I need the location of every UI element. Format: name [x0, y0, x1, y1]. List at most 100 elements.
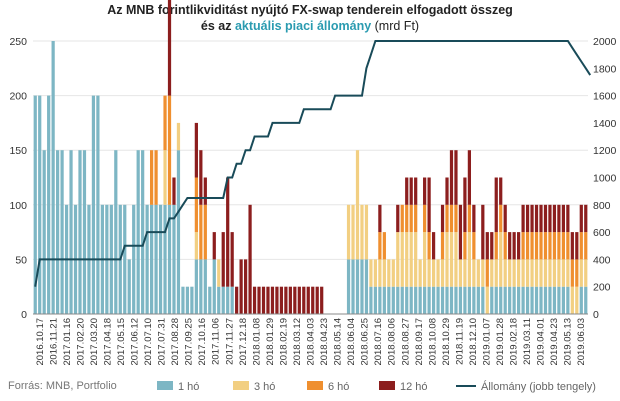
bar-segment	[33, 95, 37, 314]
x-tick-label: 2017.08.28	[170, 318, 181, 366]
bar-segment	[579, 286, 583, 314]
bar-segment	[575, 286, 579, 314]
bar-segment	[181, 286, 185, 314]
bar-segment	[440, 232, 445, 260]
bar-segment	[445, 286, 449, 314]
x-tick-label: 2018.02.19	[278, 318, 289, 366]
chart-title-line1: Az MNB forintlikviditást nyújtó FX-swap …	[107, 3, 513, 17]
x-tick-label: 2018.06.04	[346, 318, 357, 366]
bar-segment	[584, 232, 588, 260]
bar-segment	[481, 286, 485, 314]
bar-segment	[449, 286, 454, 314]
bar-segment	[552, 259, 557, 287]
bar-segment	[463, 232, 467, 260]
bar-segment	[499, 286, 503, 314]
bar-segment	[378, 232, 382, 260]
bar-segment	[494, 232, 498, 260]
bar-segment	[584, 204, 588, 233]
bar-segment	[472, 232, 476, 260]
bar-segment	[172, 204, 176, 314]
bar-segment	[566, 259, 570, 287]
bar-segment	[579, 232, 583, 260]
bar-segment	[467, 204, 472, 233]
bar-segment	[369, 259, 373, 287]
bar-segment	[499, 177, 503, 205]
bar-segment	[400, 232, 404, 287]
legend-swatch	[157, 381, 173, 390]
bar-segment	[579, 204, 583, 233]
bar-segment	[467, 150, 472, 205]
bar-segment	[306, 286, 310, 314]
bar-segment	[360, 204, 364, 260]
bar-segment	[463, 286, 467, 314]
y-right-tick-label: 2000	[593, 36, 617, 48]
bar-segment	[440, 286, 445, 314]
x-tick-label: 2016.11.21	[48, 318, 59, 365]
x-tick-label: 2018.01.08	[251, 318, 262, 366]
bar-segment	[400, 286, 404, 314]
bar-segment	[418, 259, 422, 287]
bar-segment	[203, 259, 207, 314]
legend-label: 6 hó	[328, 381, 349, 393]
bar-segment	[525, 204, 530, 233]
bar-segment	[261, 286, 266, 314]
y-axis-left-ticks: 0 50 100 150 200 250	[9, 36, 27, 321]
bar-segment	[190, 286, 194, 314]
x-tick-label: 2018.05.14	[333, 318, 344, 366]
bar-segment	[38, 95, 42, 314]
bar-segment	[297, 286, 301, 314]
bar-segment	[217, 286, 221, 314]
bar-segment	[414, 286, 418, 314]
bar-segment	[458, 259, 463, 287]
x-tick-label: 2018.08.27	[400, 318, 411, 366]
x-tick-label: 2017.07.10	[143, 318, 154, 366]
x-tick-label: 2019.01.28	[495, 318, 506, 366]
bar-segment	[387, 259, 391, 287]
bar-segment	[78, 150, 82, 314]
bar-segment	[543, 204, 548, 233]
bar-segment	[440, 259, 445, 287]
bar-segment	[530, 232, 534, 260]
bar-segment	[490, 232, 494, 260]
bar-segment	[194, 122, 198, 178]
bar-segment	[539, 286, 543, 314]
legend: 1 hó 3 hó 6 hó 12 hó Állomány (jobb tengely)	[157, 380, 596, 393]
bar-segment	[557, 232, 561, 260]
bar-segment	[378, 286, 382, 314]
x-tick-label: 2017.03.20	[89, 318, 100, 366]
bar-segment	[512, 286, 516, 314]
bar-segment	[56, 150, 60, 314]
bar-segment	[235, 286, 239, 314]
bar-segment	[382, 286, 386, 314]
bar-segment	[199, 259, 203, 314]
x-tick-label: 2018.03.12	[292, 318, 303, 366]
x-tick-label: 2019.06.03	[576, 318, 587, 366]
bar-segment	[42, 150, 46, 314]
y-left-tick-label: 150	[9, 145, 27, 157]
bar-segment	[566, 232, 570, 260]
bar-segment	[382, 232, 386, 260]
bar-segment	[114, 150, 118, 314]
chart-title-accent: aktuális piaci állomány	[234, 19, 372, 33]
bar-segment	[463, 177, 467, 233]
bar-segment	[230, 286, 234, 314]
bar-segment	[543, 286, 548, 314]
bar-segment	[293, 286, 297, 314]
bar-segment	[445, 204, 449, 233]
bar-segment	[199, 150, 203, 205]
x-tick-label: 2017.10.16	[197, 318, 208, 366]
bar-segment	[454, 286, 458, 314]
bar-segment	[584, 286, 588, 314]
bar-segment	[539, 232, 543, 260]
x-tick-label: 2018.10.29	[441, 318, 452, 366]
bar-segment	[346, 204, 351, 260]
bar-segment	[158, 204, 163, 314]
bar-segment	[163, 150, 167, 205]
bar-segment	[185, 286, 190, 314]
bar-segment	[405, 204, 409, 233]
bar-segment	[302, 286, 306, 314]
legend-label: 1 hó	[178, 381, 199, 393]
y-left-tick-label: 200	[9, 91, 27, 103]
bar-segment	[396, 232, 400, 287]
